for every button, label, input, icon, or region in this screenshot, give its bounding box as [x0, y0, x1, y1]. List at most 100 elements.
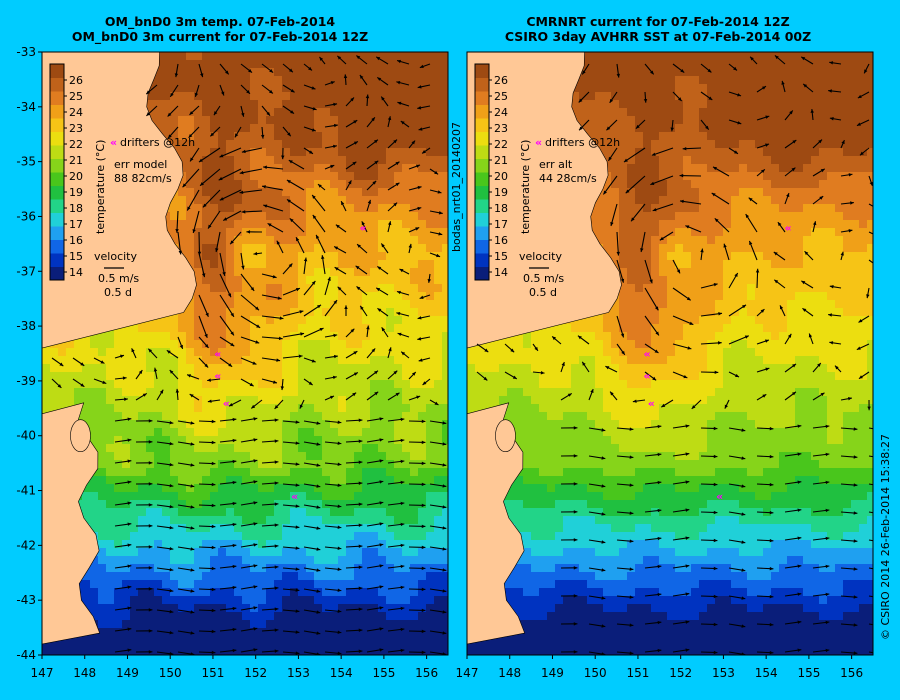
drifter-marker: « [360, 221, 367, 234]
left-title-line1: OM_bnD0 3m temp. 07-Feb-2014 [104, 14, 336, 29]
velocity-arrowhead [213, 111, 218, 116]
velocity-arrowhead [316, 421, 321, 425]
velocity-arrowhead [358, 628, 363, 633]
velocity-arrowhead [652, 207, 657, 212]
colorbar-swatch [475, 104, 489, 119]
velocity-arrowhead [253, 417, 258, 421]
velocity-arrowhead [278, 336, 283, 341]
x-tick-label: 152 [244, 666, 267, 680]
velocity-arrowhead [187, 374, 192, 378]
velocity-arrowhead [705, 125, 709, 130]
velocity-arrowhead [333, 102, 338, 107]
y-tick-label: -39 [16, 374, 36, 388]
velocity-arrowhead [148, 482, 153, 486]
colorbar-swatch [475, 145, 489, 159]
velocity-arrowhead [358, 460, 363, 465]
velocity-arrow [198, 147, 221, 163]
colorbar-swatch [50, 226, 64, 240]
velocity-arrowhead [232, 480, 237, 485]
velocity-arrowhead [350, 97, 355, 102]
velocity-arrowhead [750, 56, 754, 61]
velocity-arrowhead [127, 522, 132, 526]
velocity-arrowhead [379, 543, 384, 547]
velocity-arrowhead [774, 279, 779, 284]
velocity-arrowhead [190, 610, 195, 614]
velocity-arrowhead [741, 456, 746, 460]
velocity-arrowhead [685, 480, 690, 484]
velocity-arrowhead [654, 349, 659, 353]
velocity-arrow [198, 231, 201, 256]
left-mainland [42, 52, 197, 349]
velocity-arrowhead [825, 480, 830, 485]
velocity-arrowhead [169, 441, 174, 446]
velocity-arrowhead [395, 182, 400, 187]
velocity-arrowhead [303, 257, 308, 262]
velocity-arrowhead [590, 389, 594, 394]
velocity-arrowhead [689, 321, 694, 325]
velocity-arrowhead [859, 151, 864, 156]
velocity-arrowhead [127, 648, 132, 652]
velocity-arrow [625, 175, 646, 194]
velocity-arrowhead [875, 263, 879, 267]
velocity-arrowhead [232, 564, 237, 569]
velocity-arrow [219, 315, 235, 336]
velocity-arrowhead [686, 296, 691, 301]
velocity-arrowhead [295, 609, 300, 613]
velocity-arrowhead [792, 140, 797, 144]
velocity-arrowhead [387, 116, 392, 121]
velocity-arrowhead [762, 86, 766, 90]
velocity-arrowhead [188, 133, 193, 138]
velocity-arrowhead [148, 608, 153, 612]
velocity-arrowhead [295, 504, 300, 508]
right-title-line1: CMRNRT current for 07-Feb-2014 12Z [526, 14, 790, 29]
x-tick-label: 150 [159, 666, 182, 680]
left-map-area: « « « « « [42, 52, 448, 655]
x-tick-label: 150 [584, 666, 607, 680]
velocity-arrow [602, 175, 618, 195]
velocity-arrowhead [421, 608, 426, 613]
velocity-arrowhead [253, 543, 258, 547]
left-tasmania [42, 402, 101, 645]
velocity-arrowhead [189, 111, 194, 115]
velocity-arrowhead [279, 316, 284, 320]
velocity-arrowhead [190, 157, 194, 162]
velocity-arrowhead [232, 438, 237, 443]
velocity-arrowhead [335, 224, 340, 229]
velocity-arrowhead [700, 248, 704, 253]
velocity-arrowhead [311, 128, 316, 132]
drifter-marker: « [643, 348, 650, 361]
velocity-arrowhead [786, 193, 790, 198]
velocity-arrowhead [358, 502, 363, 507]
velocity-arrow [202, 189, 221, 208]
velocity-arrowhead [127, 459, 132, 463]
velocity-arrowhead [148, 524, 153, 528]
velocity-arrowhead [629, 455, 634, 459]
velocity-arrowhead [422, 381, 427, 385]
velocity-arrowhead [329, 395, 334, 400]
velocity-arrowhead [421, 545, 426, 550]
velocity-arrowhead [573, 622, 578, 626]
velocity-arrowhead [187, 206, 191, 211]
velocity-arrowhead [232, 606, 237, 611]
y-tick-label: -43 [16, 593, 36, 607]
x-tick-label: 156 [415, 666, 438, 680]
velocity-arrowhead [232, 501, 237, 506]
velocity-arrowhead [276, 358, 281, 362]
velocity-arrowhead [397, 59, 402, 64]
velocity-arrowhead [797, 424, 802, 428]
velocity-arrowhead [316, 505, 321, 509]
velocity-arrowhead [334, 246, 339, 250]
velocity-arrowhead [810, 109, 814, 113]
velocity-arrowhead [657, 424, 662, 429]
velocity-arrowhead [248, 69, 253, 73]
velocity-arrowhead [417, 206, 422, 211]
y-tick-label: -44 [16, 648, 36, 662]
velocity-arrowhead [797, 592, 802, 596]
velocity-arrowhead [295, 546, 300, 550]
velocity-arrowhead [632, 399, 637, 403]
velocity-arrow [240, 294, 260, 311]
y-tick-label: -40 [16, 429, 36, 443]
velocity-arrowhead [333, 300, 338, 305]
velocity-arrowhead [175, 388, 180, 393]
velocity-arrowhead [442, 652, 447, 655]
